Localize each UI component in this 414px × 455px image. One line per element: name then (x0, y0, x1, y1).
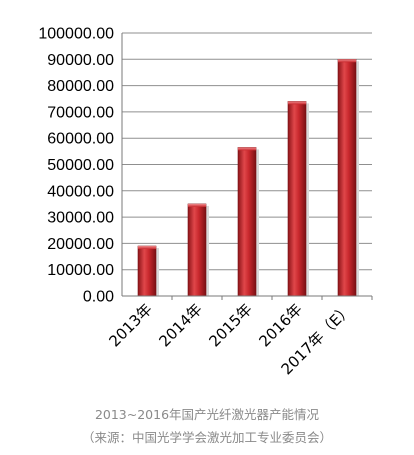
x-tick-label: 2015年 (205, 300, 255, 350)
bar-chart: 0.00 10000.00 20000.00 30000.00 40000.00 5000… (38, 26, 373, 378)
chart-caption-title: 2013~2016年国产光纤激光器产能情况 (94, 407, 320, 422)
y-tick-label: 50000.00 (47, 157, 114, 174)
y-tick-label: 0.00 (83, 289, 114, 306)
y-tick-label: 30000.00 (47, 210, 114, 227)
bar-top-cap (188, 203, 206, 207)
bar (287, 101, 307, 297)
bar-top-cap (288, 101, 306, 105)
x-tick-label: 2013年 (105, 300, 155, 350)
x-tick-label: 2014年 (155, 300, 205, 350)
y-axis-tick-labels: 0.00 10000.00 20000.00 30000.00 40000.00 5000… (38, 26, 114, 306)
x-tick-label: 2016年 (255, 300, 305, 350)
bar-top-cap (238, 147, 256, 151)
bars (137, 58, 359, 297)
y-tick-label: 10000.00 (47, 262, 114, 279)
y-tick-label: 60000.00 (47, 131, 114, 148)
bar-top-cap (338, 59, 356, 63)
chart-caption-source: （来源：中国光学学会激光加工专业委员会） (81, 430, 332, 445)
axes (121, 33, 373, 300)
y-tick-label: 80000.00 (47, 78, 114, 95)
y-tick-label: 40000.00 (47, 183, 114, 200)
y-tick-label: 90000.00 (47, 52, 114, 69)
bar-top-cap (138, 246, 156, 250)
bar (237, 147, 257, 297)
bar (137, 245, 157, 297)
bar (337, 58, 357, 297)
bar (187, 203, 207, 297)
y-tick-label: 70000.00 (47, 104, 114, 121)
y-tick-label: 20000.00 (47, 236, 114, 253)
y-tick-label: 100000.00 (38, 26, 114, 43)
